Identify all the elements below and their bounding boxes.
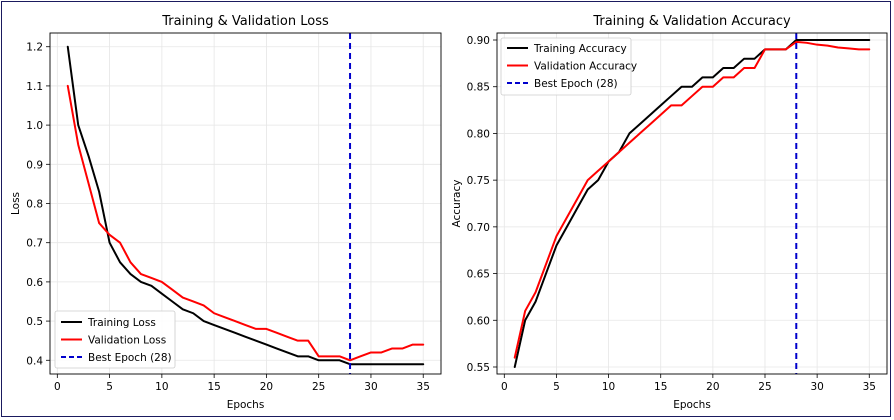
- x-tick-label: 30: [364, 381, 377, 393]
- series-line-validation-accuracy: [513, 40, 871, 359]
- x-tick-label: 25: [758, 381, 771, 393]
- accuracy-chart: Training & Validation Accuracy 0 5 10 15 20 2…: [451, 14, 888, 411]
- y-tick-label: 0.80: [467, 128, 490, 140]
- legend-label-best-epoch: Best Epoch (28): [534, 78, 618, 90]
- y-axis-label: Accuracy: [451, 180, 463, 228]
- legend-label-best-epoch: Best Epoch (28): [88, 352, 172, 364]
- x-tick-label: 20: [706, 381, 719, 393]
- chart-title: Training & Validation Accuracy: [592, 14, 791, 29]
- plot-area: [496, 32, 888, 375]
- y-tick-label: 0.8: [26, 199, 43, 211]
- legend-label-validation-loss: Validation Loss: [88, 335, 166, 347]
- loss-chart: Training & Validation Loss 0 5 10 15 20 25 30 3…: [10, 14, 442, 411]
- x-axis-label: Epochs: [673, 399, 711, 411]
- y-tick-label: 0.60: [467, 315, 490, 327]
- y-tick-label: 0.55: [467, 362, 490, 374]
- legend: Training Loss Validation Loss Best Epoch…: [54, 310, 176, 369]
- series-line-validation-loss: [66, 84, 425, 362]
- y-tick-label: 0.90: [467, 35, 490, 47]
- y-tick-label: 0.9: [26, 159, 43, 171]
- x-tick-label: 5: [106, 381, 113, 393]
- y-tick-label: 1.2: [26, 42, 43, 54]
- y-tick-label: 0.7: [26, 238, 43, 250]
- x-tick-label: 25: [312, 381, 325, 393]
- y-tick-label: 1.0: [26, 120, 43, 132]
- x-tick-label: 5: [553, 381, 560, 393]
- y-tick-label: 0.4: [26, 355, 43, 367]
- chart-title: Training & Validation Loss: [161, 14, 329, 29]
- y-tick-label: 0.5: [26, 316, 43, 328]
- series-line-training-accuracy: [513, 39, 871, 368]
- y-tick-label: 0.85: [467, 82, 490, 94]
- series-line-training-loss: [66, 45, 425, 366]
- y-tick-label: 0.65: [467, 269, 490, 281]
- x-tick-label: 30: [810, 381, 823, 393]
- y-tick-label: 0.6: [26, 277, 43, 289]
- legend-label-validation-accuracy: Validation Accuracy: [534, 61, 637, 73]
- x-tick-label: 35: [863, 381, 876, 393]
- x-tick-label: 15: [654, 381, 667, 393]
- x-axis-label: Epochs: [227, 399, 265, 411]
- x-tick-label: 0: [54, 381, 61, 393]
- y-tick-label: 0.75: [467, 175, 490, 187]
- legend: Training Accuracy Validation Accuracy Be…: [500, 37, 637, 96]
- y-tick-label: 1.1: [26, 81, 43, 93]
- y-tick-label: 0.70: [467, 222, 490, 234]
- legend-label-training-loss: Training Loss: [87, 317, 156, 329]
- y-axis-label: Loss: [10, 192, 22, 215]
- x-tick-label: 0: [501, 381, 508, 393]
- x-tick-label: 35: [417, 381, 430, 393]
- x-tick-label: 20: [260, 381, 273, 393]
- x-tick-label: 10: [155, 381, 168, 393]
- x-tick-label: 15: [207, 381, 220, 393]
- legend-label-training-accuracy: Training Accuracy: [533, 43, 627, 55]
- x-tick-label: 10: [602, 381, 615, 393]
